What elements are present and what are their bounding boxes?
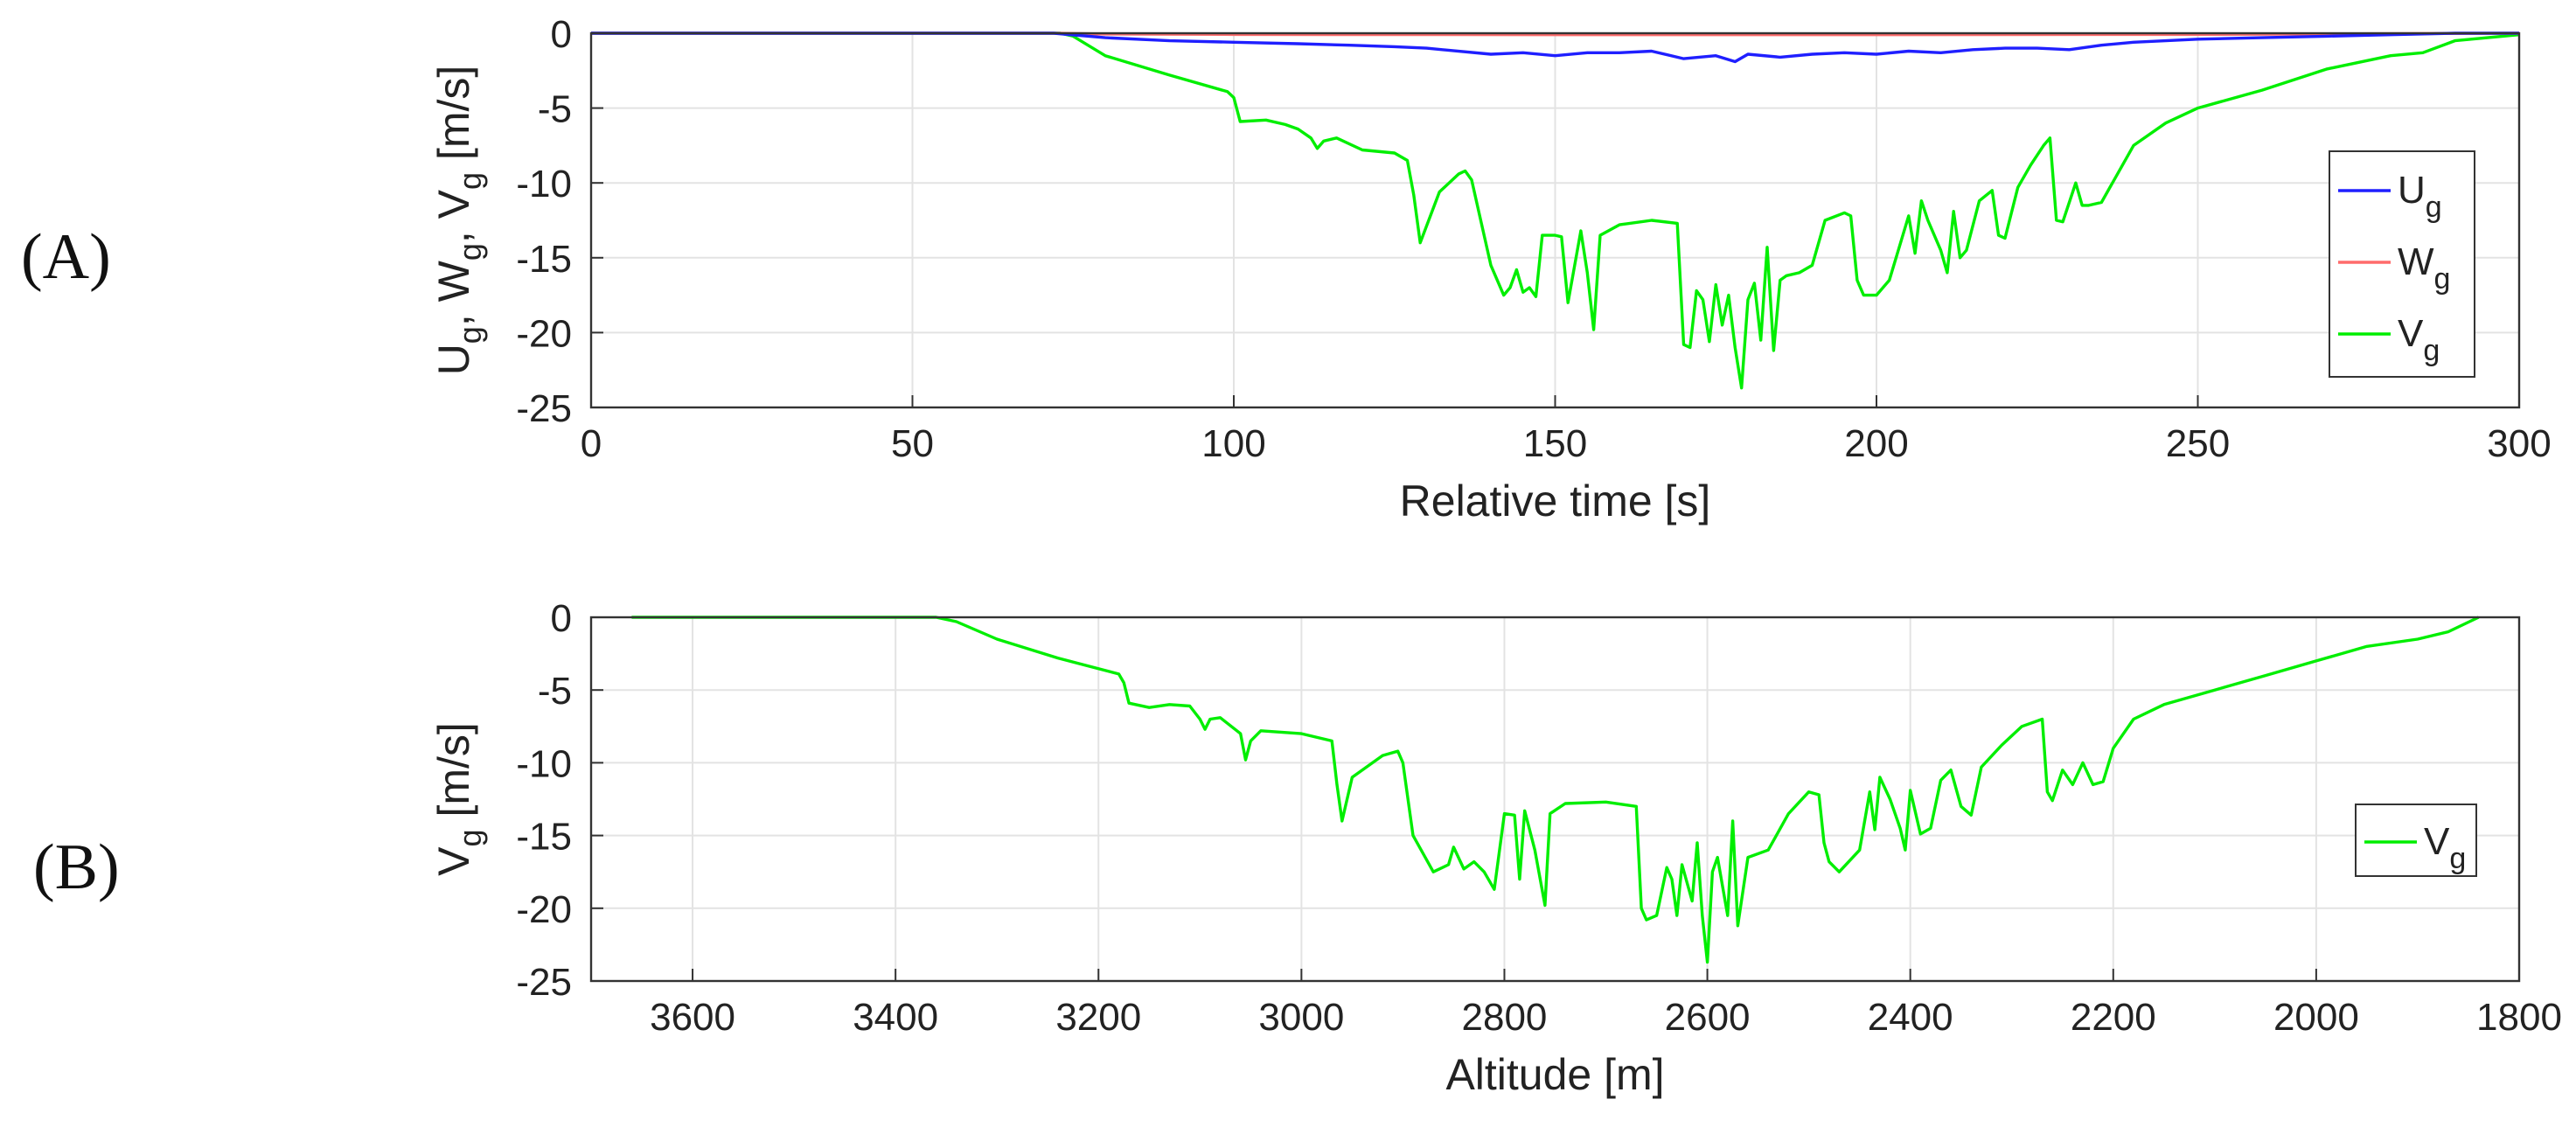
series-line-ug [591,31,2519,64]
y-tick-label: 0 [551,13,572,56]
panel-label-a: (A) [21,221,111,293]
chart-a: 0 50 100 150 200 250 300 0 -5 -10 -15 -20 -25 Relativ… [429,13,2552,525]
y-tick-label: -15 [516,816,572,859]
y-tick-label: -20 [516,888,572,931]
series-line-vg [591,31,2520,390]
y-axis-subscript: g [452,829,488,846]
x-tick-label: 3200 [1055,996,1141,1039]
legend-symbol: V [2398,312,2424,355]
legend-subscript: g [2434,262,2451,296]
x-tick-label: 1800 [2476,996,2562,1039]
y-tick-label: -10 [516,742,572,785]
series-line-vg [631,616,2480,964]
x-tick-label: 200 [1844,422,1908,465]
x-axis-title: Altitude [m] [1445,1050,1664,1099]
x-tick-label: 250 [2166,422,2230,465]
y-axis-title: Ug, Wg, Vg [m/s] [429,66,488,376]
x-tick-label: 3600 [650,996,735,1039]
x-tick-label: 3400 [853,996,938,1039]
x-tick-label: 2400 [1868,996,1953,1039]
chart-b: 3600 3400 3200 3000 2800 2600 2400 2200 2000 1800… [429,597,2562,1099]
legend-subscript: g [2426,191,2442,224]
legend-entry-ug: Ug [2398,169,2442,224]
legend-subscript: g [2423,334,2440,367]
y-axis-subscript: g [452,243,488,261]
y-axis-separator: , [429,302,478,326]
x-tick-label: 2000 [2273,996,2359,1039]
legend-symbol: U [2398,169,2426,212]
x-tick-label: 2200 [2071,996,2156,1039]
y-axis-symbol: V [429,846,478,876]
legend-symbol: V [2424,820,2450,863]
x-tick-label: 100 [1201,422,1265,465]
x-tick-label: 3000 [1258,996,1344,1039]
legend-entry-vg: Vg [2398,312,2440,367]
plot-frame [589,31,2521,409]
y-tick-label: -25 [516,387,572,430]
y-tick-label: -20 [516,312,572,355]
y-tick-label: -25 [516,961,572,1004]
y-tick-label: -5 [538,670,572,713]
y-axis-unit: [m/s] [429,66,478,160]
plot-area [591,617,2519,981]
legend-box [2355,804,2477,877]
y-axis-subscript: g [452,326,488,344]
legend: Vg [2355,804,2477,877]
legend-box [2329,150,2475,378]
y-tick-label: -15 [516,238,572,281]
legend-entry-wg: Wg [2398,240,2450,296]
y-axis-unit: [m/s] [429,722,478,817]
y-axis-subscript: g [452,172,488,190]
y-axis-title: Vg [m/s] [429,722,488,876]
y-tick-label: -5 [538,88,572,131]
legend-symbol: W [2398,240,2434,283]
x-tick-label: 300 [2487,422,2551,465]
y-axis-separator [429,160,478,172]
y-tick-label: 0 [551,597,572,640]
panel-label-b: (B) [33,831,120,903]
plot-frame [589,616,2521,983]
x-tick-label: 0 [581,422,602,465]
y-tick-label: -10 [516,163,572,205]
x-tick-label: 2600 [1665,996,1751,1039]
x-tick-label: 2800 [1462,996,1548,1039]
x-tick-label: 50 [891,422,934,465]
y-axis-symbol: U [429,344,478,375]
y-axis-separator [429,818,478,830]
x-tick-label: 150 [1523,422,1587,465]
legend-entry-vg: Vg [2424,820,2466,875]
legend-subscript: g [2449,842,2466,875]
y-axis-symbol: V [429,189,478,219]
y-axis-separator: , [429,219,478,243]
x-axis-title: Relative time [s] [1400,477,1711,525]
y-axis-symbol: W [429,260,478,302]
